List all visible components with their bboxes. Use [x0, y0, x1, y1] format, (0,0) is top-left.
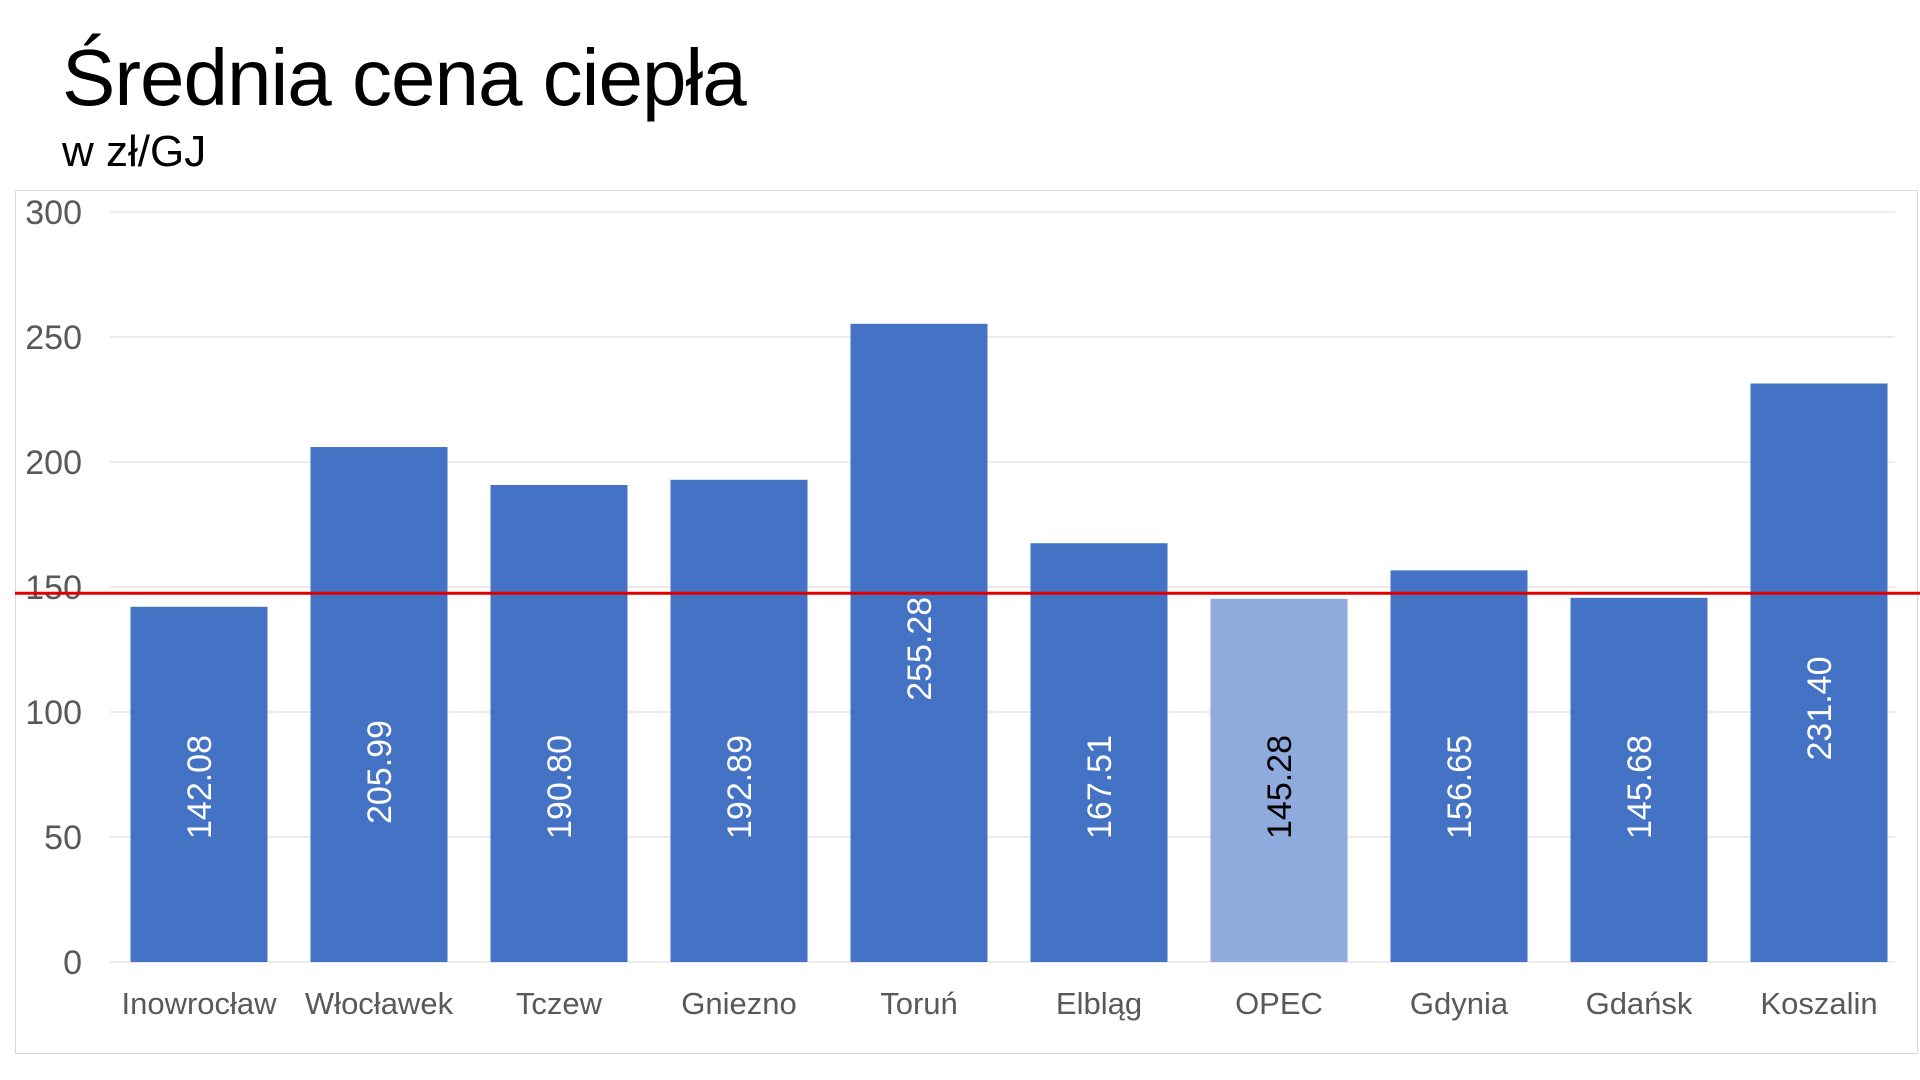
bar-value-label: 192.89 — [721, 735, 759, 839]
bar-value-label: 167.51 — [1081, 735, 1119, 839]
bar — [130, 606, 268, 962]
y-tick-label: 100 — [25, 694, 82, 732]
y-tick-label: 250 — [25, 319, 82, 357]
y-tick-label: 50 — [44, 819, 82, 857]
chart-subtitle: w zł/GJ — [62, 127, 207, 176]
bar-value-label: 190.80 — [541, 735, 579, 839]
bar-value-label: 255.28 — [901, 597, 939, 701]
x-tick-label: Włocławek — [305, 986, 454, 1021]
y-tick-label: 300 — [25, 194, 82, 232]
bar — [1570, 597, 1708, 962]
bar-value-label: 231.40 — [1801, 657, 1839, 761]
bar — [670, 479, 808, 962]
x-axis-ticks: Inowrocław Włocławek Tczew Gniezno Toruń Elbl… — [121, 986, 1877, 1021]
value-labels: 142.08 205.99 190.80 192.89 255.28 167.51 145.… — [181, 597, 1839, 839]
bar — [850, 323, 988, 962]
y-axis-ticks: 0 50 100 150 200 250 300 — [25, 194, 82, 982]
x-tick-label: Inowrocław — [121, 986, 277, 1021]
y-tick-label: 200 — [25, 444, 82, 482]
x-tick-label: Toruń — [880, 986, 958, 1021]
y-tick-label: 150 — [25, 569, 82, 607]
bar — [1210, 598, 1348, 962]
bar-value-label: 205.99 — [361, 720, 399, 824]
bar — [1390, 570, 1528, 962]
bar — [310, 447, 448, 962]
bar-value-label: 145.68 — [1621, 735, 1659, 839]
bar-value-label: 142.08 — [181, 735, 219, 839]
chart-frame — [15, 190, 1918, 1054]
chart-title: Średnia cena ciepła — [62, 33, 747, 122]
x-tick-label: Tczew — [516, 986, 603, 1021]
bar-value-label: 156.65 — [1441, 735, 1479, 839]
bar-value-label: 145.28 — [1261, 735, 1299, 839]
y-tick-label: 0 — [63, 944, 82, 982]
x-tick-label: Elbląg — [1056, 986, 1142, 1021]
x-tick-label: Gdańsk — [1586, 986, 1693, 1021]
bar — [490, 485, 628, 962]
x-tick-label: Koszalin — [1760, 986, 1877, 1021]
x-tick-label: Gdynia — [1410, 986, 1509, 1021]
bar — [1750, 383, 1888, 962]
x-tick-label: Gniezno — [681, 986, 796, 1021]
x-tick-label: OPEC — [1235, 986, 1323, 1021]
bars — [130, 323, 1888, 962]
bar — [1030, 543, 1168, 962]
